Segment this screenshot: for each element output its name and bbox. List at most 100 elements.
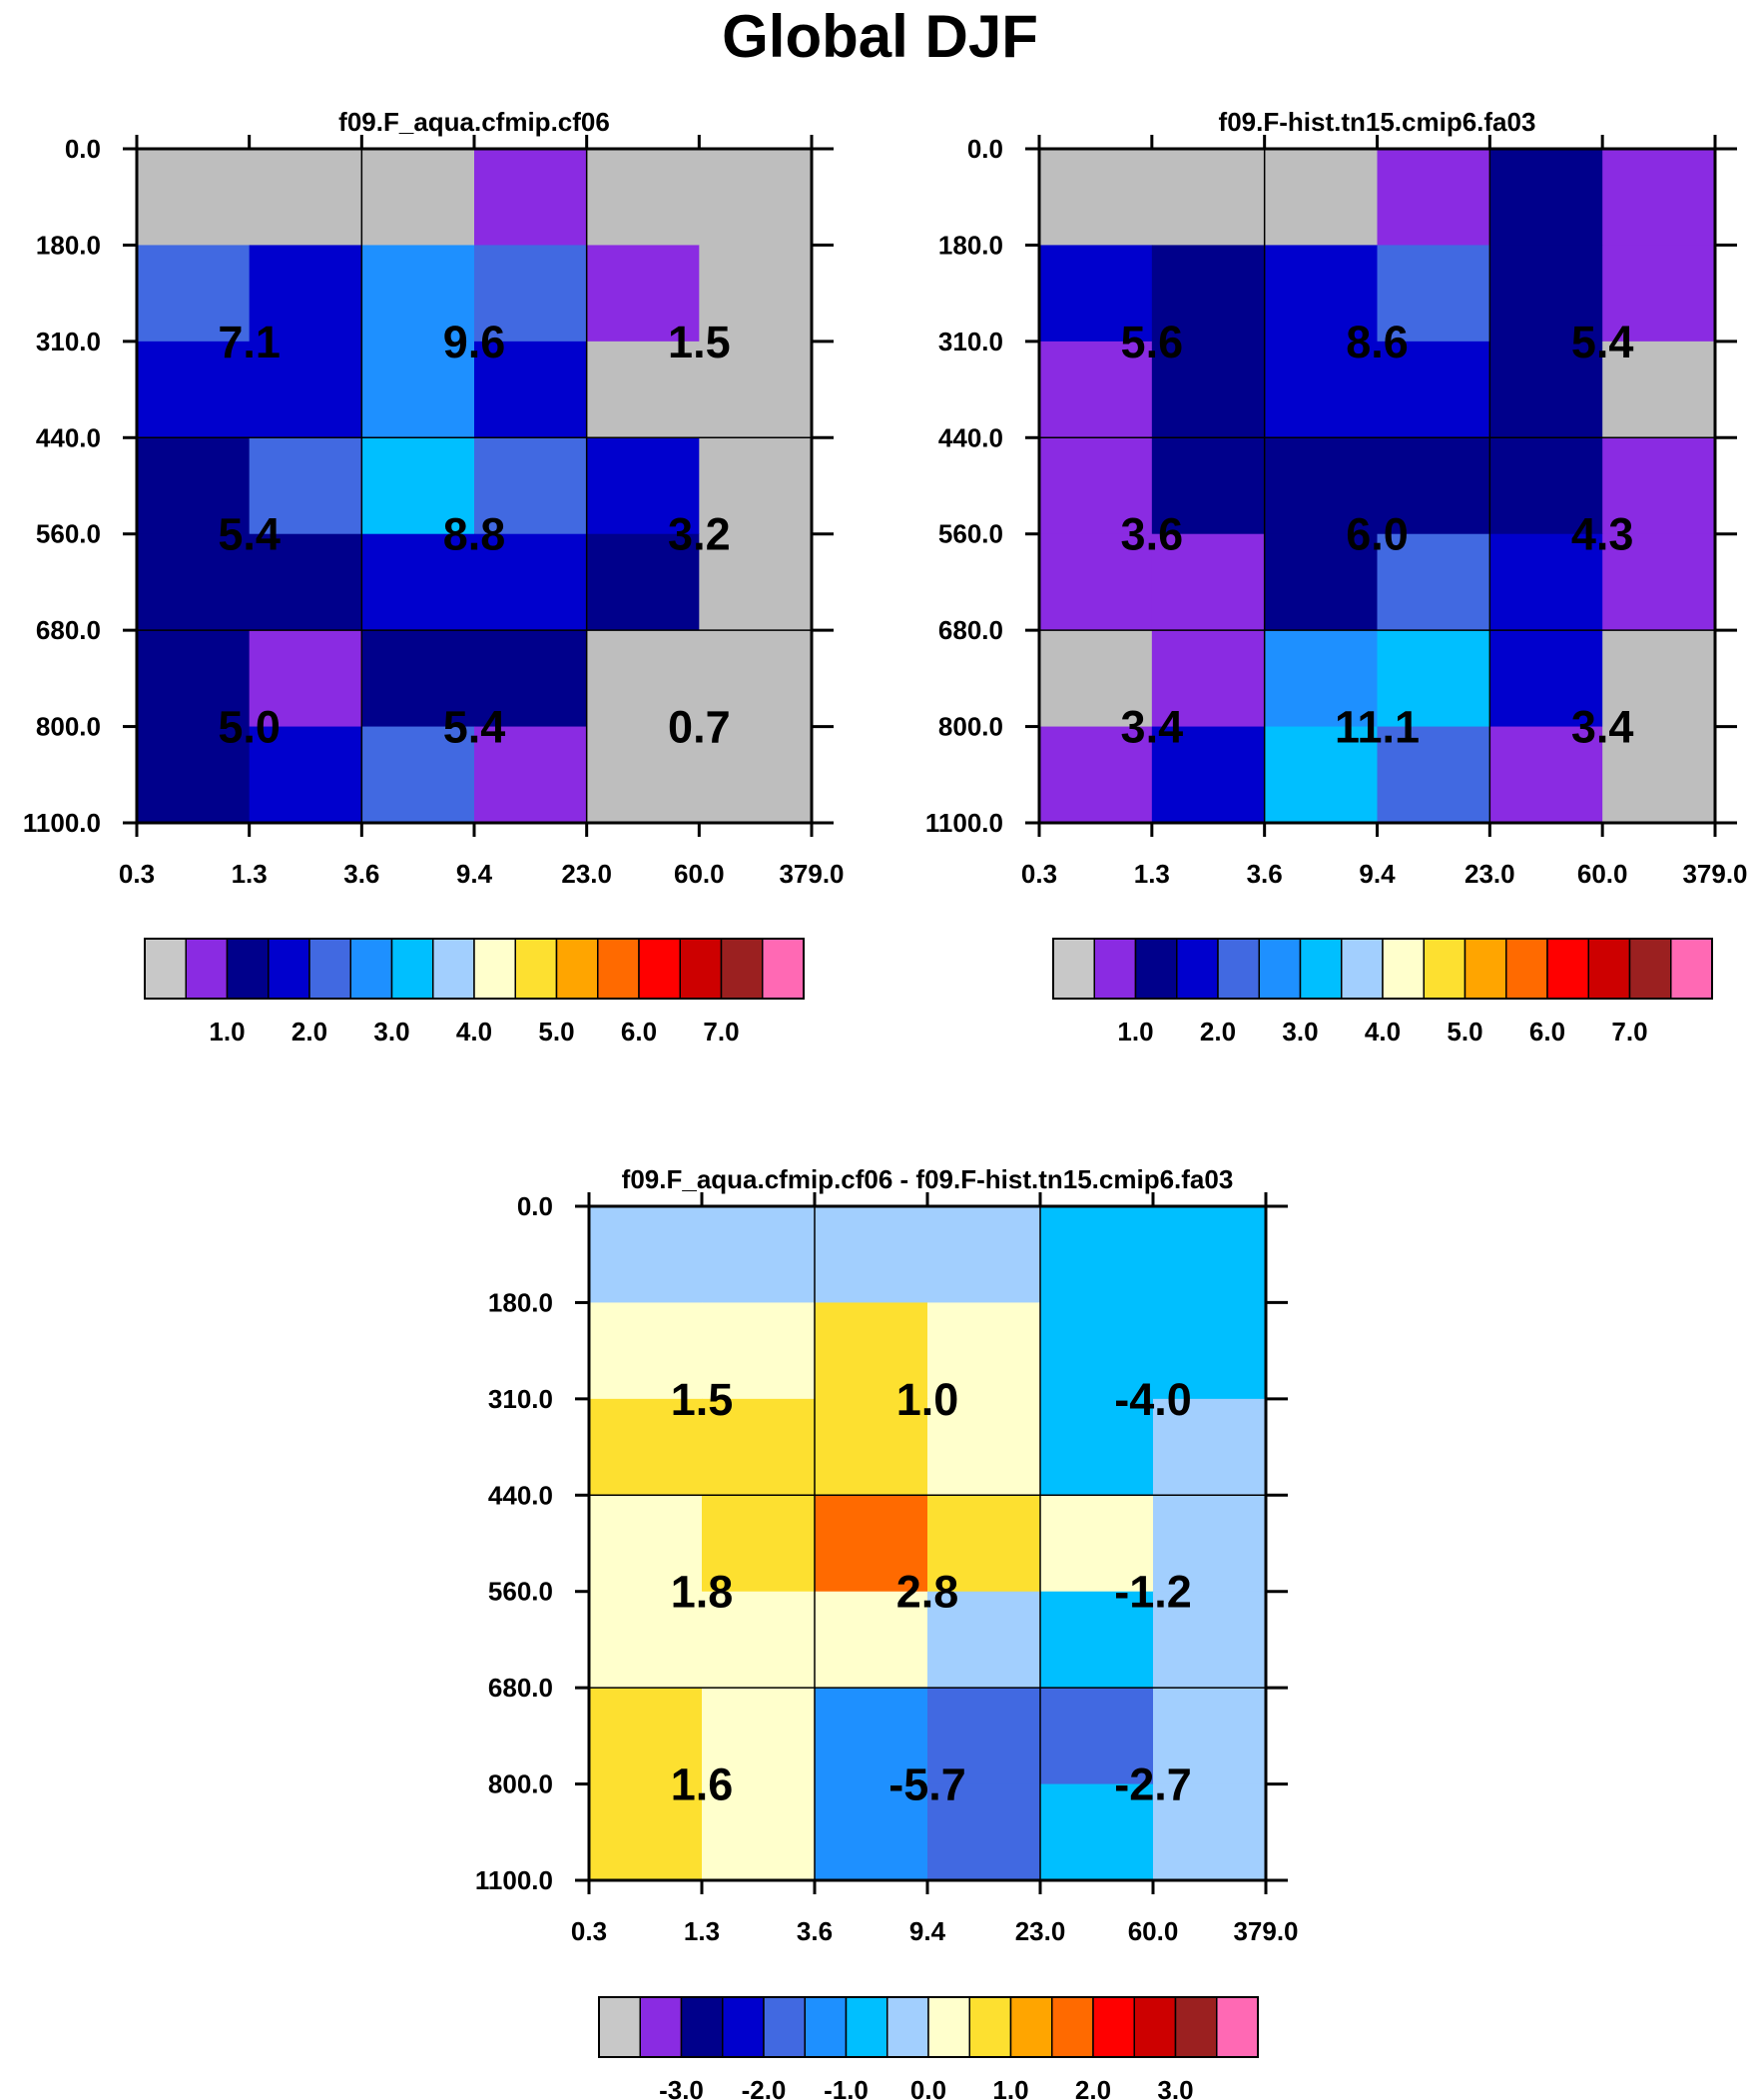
- heatmap-cell: [1151, 630, 1266, 728]
- heatmap-cell: [1264, 437, 1379, 535]
- x-tick-label: 1.3: [684, 1916, 720, 1946]
- colorbar-swatch: [1341, 938, 1384, 1000]
- x-tick-label: 0.3: [119, 859, 155, 889]
- y-tick-label: 310.0: [938, 327, 1003, 356]
- box-value: 1.8: [671, 1567, 734, 1618]
- colorbar-swatch: [1176, 938, 1219, 1000]
- panel-1: f09.F_aqua.cfmip.cf06 0.3 1.3 3.6 9.4 23.0 60.…: [23, 107, 845, 1047]
- colorbar-swatch: [722, 1996, 765, 2058]
- heatmap-cell: [702, 1398, 816, 1496]
- colorbar-swatch: [1051, 1996, 1094, 2058]
- colorbar-swatch: [762, 938, 805, 1000]
- heatmap-cell: [699, 630, 813, 728]
- box-value: 5.6: [1121, 317, 1184, 367]
- box-value: 5.4: [218, 509, 281, 560]
- colorbar-swatch: [845, 1996, 888, 2058]
- colorbar-swatch: [968, 1996, 1012, 2058]
- heatmap-cell: [927, 1591, 1041, 1689]
- heatmap-cell: [1151, 245, 1266, 343]
- y-tick-label: 680.0: [938, 615, 1003, 645]
- heatmap-cell: [1151, 341, 1266, 438]
- colorbar-label: 2.0: [292, 1017, 327, 1047]
- x-tick-label: 60.0: [1128, 1916, 1179, 1946]
- box-value: 5.0: [218, 702, 281, 753]
- heatmap-cell: [474, 726, 588, 824]
- y-tick-label: 310.0: [36, 327, 101, 356]
- heatmap-cell: [249, 630, 362, 728]
- y-tick-label: 0.0: [967, 134, 1003, 164]
- y-tick-label: 180.0: [36, 230, 101, 260]
- heatmap-cell: [361, 149, 475, 247]
- y-tick-label: 800.0: [488, 1769, 553, 1799]
- heatmap-cell: [1602, 149, 1716, 247]
- heatmap-cell: [1264, 630, 1379, 728]
- panel-title: f09.F_aqua.cfmip.cf06 - f09.F-hist.tn15.…: [622, 1164, 1234, 1194]
- box-value: 8.8: [443, 509, 506, 560]
- heatmap-cell: [1153, 1398, 1267, 1496]
- heatmap-cell: [361, 726, 475, 824]
- box-value: 8.6: [1346, 317, 1409, 367]
- heatmap-cell: [1377, 149, 1490, 247]
- box-value: 7.1: [218, 317, 281, 367]
- heatmap-cell: [249, 341, 362, 438]
- heatmap-cell: [1151, 726, 1266, 824]
- heatmap-cell: [815, 1495, 928, 1593]
- colorbar-swatch: [555, 938, 599, 1000]
- heatmap-cell: [137, 245, 251, 343]
- colorbar-label: 5.0: [1447, 1017, 1482, 1047]
- colorbar-swatch: [598, 1996, 641, 2058]
- heatmap-cell: [137, 437, 251, 535]
- heatmap-cell: [474, 630, 588, 728]
- heatmap-cell: [927, 1398, 1041, 1496]
- heatmap-cell: [589, 1398, 703, 1496]
- heatmap-cell: [815, 1783, 928, 1881]
- colorbar-label: 6.0: [1529, 1017, 1565, 1047]
- heatmap-cell: [1602, 533, 1716, 631]
- colorbar-swatch: [1464, 938, 1507, 1000]
- x-tick-label: 9.4: [456, 859, 493, 889]
- x-tick-label: 0.3: [1021, 859, 1057, 889]
- heatmap-cell: [1151, 437, 1266, 535]
- heatmap-cell: [474, 533, 588, 631]
- colorbar-swatch: [1093, 938, 1137, 1000]
- colorbar-swatch: [638, 938, 681, 1000]
- heatmap-cell: [1153, 1783, 1267, 1881]
- box-value: -5.7: [888, 1759, 966, 1810]
- colorbar-swatch: [1217, 938, 1260, 1000]
- heatmap-cell: [1602, 630, 1716, 728]
- heatmap-cell: [1040, 1398, 1154, 1496]
- heatmap-cell: [589, 1206, 703, 1304]
- heatmap-cell: [927, 1783, 1041, 1881]
- heatmap-cell: [586, 437, 700, 535]
- heatmap-cell: [474, 149, 588, 247]
- box-value: 6.0: [1346, 509, 1409, 560]
- heatmap-cell: [1489, 341, 1603, 438]
- heatmap-cell: [699, 149, 813, 247]
- heatmap-cell: [1039, 245, 1153, 343]
- panel-title: f09.F_aqua.cfmip.cf06: [338, 107, 610, 137]
- heatmap-cell: [699, 341, 813, 438]
- y-tick-label: 680.0: [36, 615, 101, 645]
- heatmap-cell: [927, 1302, 1041, 1400]
- heatmap-cell: [1039, 437, 1153, 535]
- colorbar-swatch: [185, 938, 229, 1000]
- colorbar-swatch: [1546, 938, 1589, 1000]
- heatmap-cell: [1040, 1591, 1154, 1689]
- colorbar-swatch: [886, 1996, 929, 2058]
- figure-title: Global DJF: [722, 3, 1038, 70]
- heatmap-cell: [361, 341, 475, 438]
- y-tick-label: 800.0: [36, 712, 101, 742]
- x-tick-label: 9.4: [1359, 859, 1396, 889]
- heatmap-cell: [702, 1495, 816, 1593]
- heatmap-cell: [1602, 437, 1716, 535]
- heatmap-cell: [249, 726, 362, 824]
- x-tick-label: 23.0: [561, 859, 612, 889]
- colorbar-label: 4.0: [456, 1017, 492, 1047]
- heatmap-cell: [1377, 245, 1490, 343]
- x-tick-label: 0.3: [571, 1916, 607, 1946]
- heatmap-cell: [815, 1591, 928, 1689]
- colorbar-label: 1.0: [209, 1017, 245, 1047]
- colorbar-swatch: [720, 938, 764, 1000]
- heatmap-cell: [1153, 1688, 1267, 1785]
- heatmap-cell: [702, 1206, 816, 1304]
